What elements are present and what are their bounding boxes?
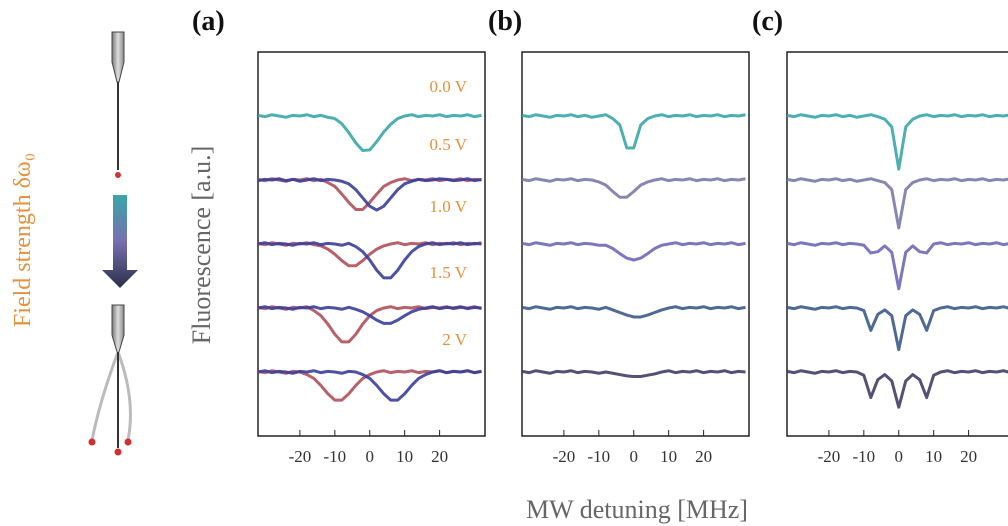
spectrum-line [521,177,746,199]
x-tick-label: -20 [818,447,841,466]
spectrum-line [786,241,1008,291]
spectrum-line [257,113,482,153]
spectrum-line [257,241,482,280]
x-tick-label: 0 [630,447,639,466]
spectrum-line [257,369,482,402]
spectrum-line [786,369,1008,409]
spectrum-line [521,369,746,378]
voltage-label: 2 V [442,330,467,349]
x-tick-label: -10 [323,447,346,466]
x-tick-label: 10 [660,447,677,466]
x-tick-label: 0 [895,447,904,466]
spectrum-line [786,305,1008,352]
spectrum-line [257,369,482,402]
y-axis-label: Fluorescence [a.u.] [187,146,216,345]
spectrum-line [786,113,1008,171]
x-tick-label: -20 [289,447,312,466]
x-tick-label: -20 [553,447,576,466]
spectrum-line [257,177,482,212]
spectrum-line [521,305,746,319]
x-axis-label: MW detuning [MHz] [526,495,748,524]
voltage-label: 0.5 V [430,135,468,154]
voltage-label: 1.0 V [430,197,468,216]
spectrum-line [786,177,1008,230]
x-tick-label: -10 [587,447,610,466]
illustration [88,31,138,456]
x-tick-label: 20 [960,447,977,466]
x-tick-label: 10 [396,447,413,466]
x-tick-label: 10 [925,447,942,466]
spectrum-line [521,241,746,262]
spectrum-line [521,113,746,150]
voltage-label: 1.5 V [430,263,468,282]
x-tick-label: -10 [852,447,875,466]
spectrum-line [257,305,482,325]
voltage-label: 0.0 V [430,77,468,96]
x-tick-label: 20 [695,447,712,466]
panel-title: (c) [752,6,783,37]
panel-title: (a) [192,6,225,37]
x-tick-label: 20 [431,447,448,466]
x-tick-label: 0 [366,447,375,466]
side-label: Field strength δω₀ [10,153,36,327]
panel-title: (b) [488,6,522,37]
